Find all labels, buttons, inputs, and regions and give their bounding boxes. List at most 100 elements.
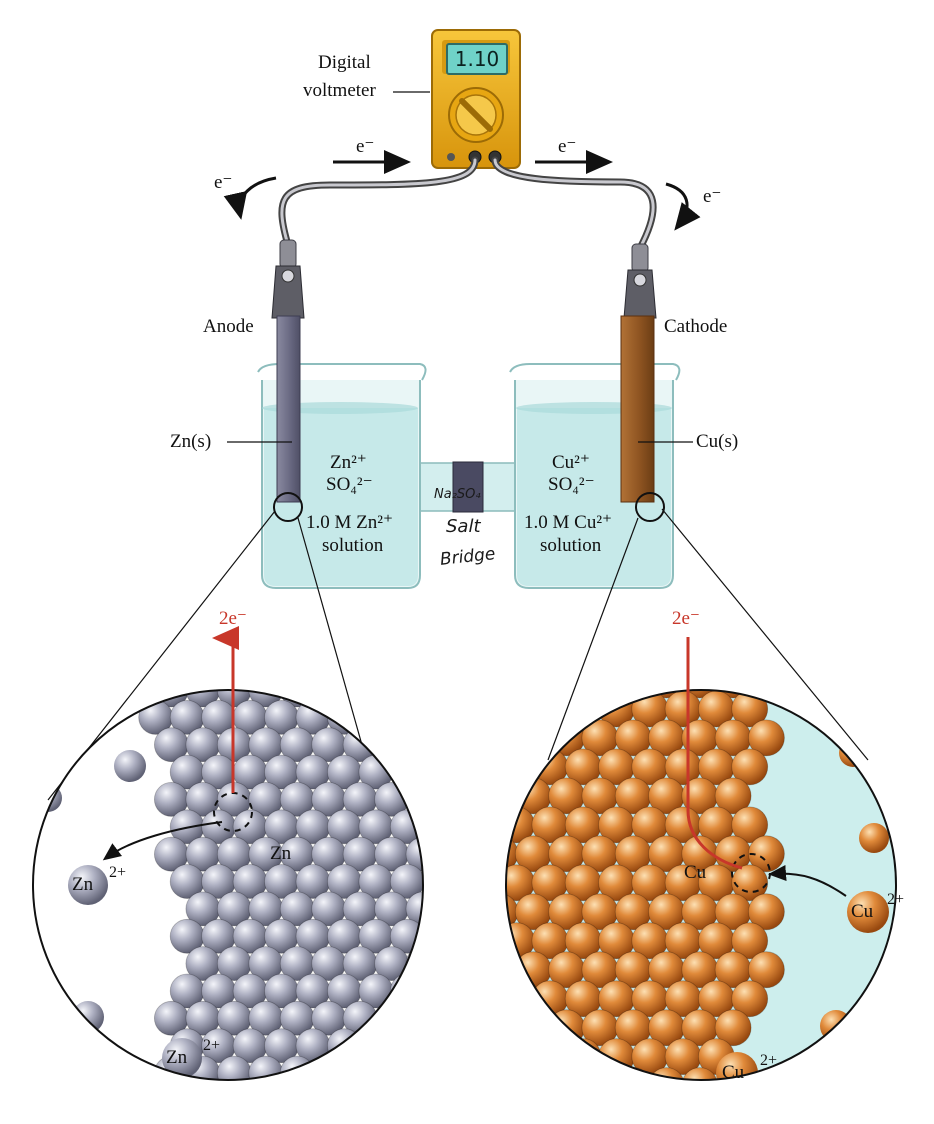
cathode-title: Cathode [664,316,728,337]
anode-beaker [257,363,427,589]
electron-label-top-right: e⁻ [558,136,577,157]
metal-atom [731,922,769,960]
electron-arrow-side-right [665,182,701,231]
zn-ion-charge-1: 2+ [109,864,127,881]
salt-bridge-formula: Na₂SO₄ [434,487,481,502]
metal-atom [506,690,519,699]
metal-atom [506,980,535,1018]
metal-atom [405,1000,423,1036]
metal-atom [389,700,423,735]
metal-atom [748,893,785,931]
metal-atom [279,1055,315,1080]
anode-clip [271,239,305,319]
metal-atom [564,1038,602,1075]
metal-atom [506,951,519,989]
zn-atom-label: Zn [270,843,292,864]
metal-atom [342,690,378,708]
cathode-ion-cu: Cu²⁺ [552,452,590,473]
salt-bridge-tube [413,461,527,513]
metal-atom [405,836,423,872]
cathode-ion-sulfate: SO₄²⁻ [548,474,595,495]
metal-atom [248,690,284,708]
anode-ion-zn: Zn²⁺ [330,452,367,473]
metal-atom [748,835,785,873]
metal-atom [506,1009,519,1047]
anode-solution-line1: 1.0 M Zn²⁺ [306,512,393,533]
metal-atom [548,690,585,699]
external-circuit-wire [278,156,657,252]
cathode-solution-line1: 1.0 M Cu²⁺ [524,512,613,533]
metal-atom [342,1055,378,1080]
voltmeter-reading: 1.10 [446,43,508,75]
metal-atom [389,1028,423,1064]
cu-ion-1 [847,891,889,933]
metal-atom [714,1009,752,1047]
electron-label-top-left: e⁻ [356,136,375,157]
cathode-solution-line2: solution [540,535,602,556]
anode-solution-line2: solution [322,535,384,556]
metal-atom [514,1067,552,1080]
cu-ion-label-2: Cu [722,1062,745,1083]
metal-atom [748,951,785,989]
metal-atom [506,748,535,786]
voltmeter-label-line1: Digital [318,52,371,73]
metal-atom [731,806,769,844]
metal-atom [581,690,619,699]
zn-ion-1 [68,865,108,905]
metal-atom [185,690,221,708]
cu-ion-charge-2: 2+ [760,1052,778,1069]
electron-label-side-right: e⁻ [703,186,722,207]
electron-label-side-left: e⁻ [214,172,233,193]
metal-atom [648,690,685,699]
cu-ion-charge-1: 2+ [887,891,905,908]
anode-title: Anode [203,316,254,337]
zn-ion-charge-2: 2+ [203,1037,221,1054]
copper-electrode [620,315,655,503]
cathode-zoom-marker [635,492,665,522]
metal-atom [598,1038,635,1075]
anode-electrode-label: Zn(s) [170,431,212,452]
metal-atom [374,1055,410,1080]
anode-zoom-marker [273,492,303,522]
metal-atom [311,690,347,708]
voltmeter-label-line2: voltmeter [303,80,376,101]
metal-atom [405,782,423,817]
metal-atom [405,1055,423,1080]
metal-atom [681,690,719,699]
cathode-electrons-label: 2e⁻ [672,608,700,629]
metal-atom [374,727,410,763]
metal-atom [405,727,423,763]
cathode-electrode-label: Cu(s) [696,431,739,452]
metal-atom [216,1055,252,1080]
metal-atom [681,1067,719,1080]
zn-ion-label-1: Zn [72,874,94,895]
metal-atom [514,1009,552,1047]
anode-ion-sulfate: SO₄²⁻ [326,474,373,495]
cu-ion-2 [716,1052,758,1080]
cathode-zoom-view [505,637,897,1081]
metal-atom [648,1067,685,1080]
zinc-electrode [276,315,301,503]
metal-atom [548,1009,585,1047]
anode-electrons-label: 2e⁻ [219,608,247,629]
metal-atom [389,973,423,1009]
metal-atom [506,1038,535,1075]
metal-atom [714,777,752,815]
metal-atom [748,719,785,757]
metal-atom [548,1067,585,1080]
metal-atom [506,690,535,728]
metal-atom [731,864,769,902]
metal-atom [358,700,394,735]
metal-atom [326,1028,362,1064]
metal-atom [506,1067,519,1080]
metal-atom [389,864,423,899]
metal-atom [405,891,423,927]
electron-arrow-side-left [223,176,277,220]
cathode-clip [623,243,657,319]
metal-atom [731,980,769,1018]
metal-atom [731,748,769,786]
metal-atom [614,690,652,699]
cu-ion-label-1: Cu [851,901,874,922]
metal-atom [405,690,423,708]
